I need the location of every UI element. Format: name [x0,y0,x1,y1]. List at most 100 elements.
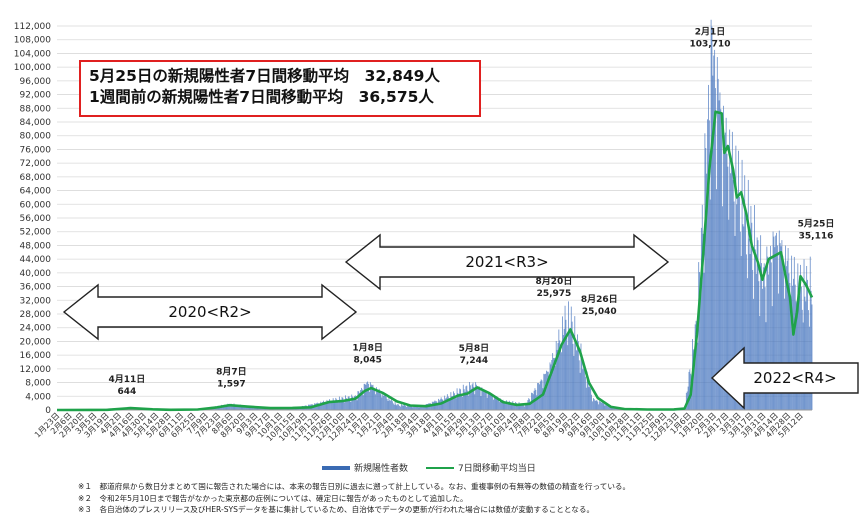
daily-case-bar [741,159,743,410]
daily-case-bar [351,394,353,410]
daily-case-bar [553,357,554,410]
daily-case-bar [474,394,476,410]
daily-case-bar [431,404,432,410]
daily-case-bar [342,397,344,410]
daily-case-bar [333,400,335,410]
daily-case-bar [552,353,554,410]
daily-case-bar [713,55,715,411]
daily-case-bar [577,334,578,410]
y-tick-label: 12,000 [20,365,52,375]
daily-case-bar [484,390,485,410]
daily-case-bar [592,398,594,410]
daily-case-bar [403,404,405,410]
daily-case-bar [768,274,770,410]
daily-case-bar [245,407,246,410]
daily-case-bar [714,49,716,411]
daily-case-bar [807,279,808,410]
daily-case-bar [505,403,507,410]
daily-case-bar [337,401,338,410]
daily-case-bar [723,105,724,411]
daily-case-bar [736,204,738,410]
daily-case-bar [420,405,422,410]
daily-case-bar [399,405,400,410]
daily-case-bar [377,390,379,410]
daily-case-bar [393,404,395,410]
daily-case-bar [717,78,719,410]
daily-case-bar [483,390,485,410]
daily-case-bar [518,402,520,410]
daily-case-bar [410,405,412,410]
daily-case-bar [411,406,413,410]
daily-case-bar [707,119,708,410]
daily-case-bar [380,394,382,410]
daily-case-bar [728,219,730,410]
daily-case-bar [732,179,734,410]
daily-case-bar [419,405,421,410]
daily-case-bar [422,405,423,410]
daily-case-bar [610,407,612,410]
daily-case-bar [389,400,391,410]
daily-case-bar [348,396,350,410]
daily-case-bar [805,301,807,410]
daily-case-bar [497,398,499,410]
daily-case-bar [537,383,539,410]
daily-case-bar [371,385,373,410]
callout-line-today: 5月25日の新規陽性者7日間移動平均 32,849人 [89,67,440,85]
daily-case-bar [401,405,403,410]
daily-case-bar [781,240,783,410]
daily-case-bar [706,173,708,410]
daily-case-bar [508,402,509,410]
daily-case-bar [514,403,516,410]
daily-case-bar [396,405,398,410]
daily-case-bar [530,401,531,410]
daily-case-bar [465,386,467,410]
daily-case-bar [511,404,513,410]
daily-case-bar [504,402,506,410]
daily-case-bar [493,395,495,410]
chart-legend: 新規陽性者数 7日間移動平均当日 [322,461,536,474]
daily-case-bar [800,264,801,410]
daily-case-bar [593,399,595,410]
daily-case-bar [695,320,697,410]
daily-case-bar [375,394,377,410]
y-tick-label: 108,000 [14,36,51,46]
daily-case-bar [397,403,399,410]
daily-case-bar [700,227,702,410]
daily-case-bar [723,135,725,411]
daily-case-bar [598,404,600,410]
daily-case-bar [734,235,736,410]
y-tick-label: 76,000 [20,145,52,155]
daily-case-bar [811,304,813,410]
daily-case-bar [441,399,443,410]
daily-case-bar [581,359,583,410]
daily-case-bar [764,287,766,410]
daily-case-bar [786,260,788,410]
daily-case-bar [596,400,598,410]
y-tick-label: 56,000 [20,214,52,224]
daily-case-bar [237,404,238,410]
daily-case-bar [583,361,585,410]
daily-case-bar [294,408,296,410]
footnote-2: ※２ 令和2年5月10日まで報告がなかった東京都の症例については、確定日に報告が… [78,493,468,503]
daily-case-bar [487,391,489,410]
daily-case-bar [327,401,329,410]
daily-case-bar [600,402,602,410]
daily-case-bar [489,393,491,410]
daily-case-bar [454,393,455,410]
daily-case-bar [693,350,695,410]
daily-case-bar [716,57,718,410]
daily-case-bar [232,406,234,410]
daily-case-bar [361,387,362,410]
y-tick-label: 64,000 [20,187,52,197]
daily-case-bar [745,209,747,410]
y-tick-label: 20,000 [20,337,52,347]
daily-case-bar [688,371,690,410]
period-arrow-2022-label: 2022<R4> [753,369,836,387]
daily-case-bar [251,407,253,410]
daily-case-bar [257,407,259,410]
callout-line-week-ago: 1週間前の新規陽性者7日間移動平均 36,575人 [89,88,434,106]
daily-case-bar [499,402,500,410]
daily-case-bar [739,196,740,410]
daily-case-bar [609,406,611,410]
daily-case-bar [480,396,482,410]
